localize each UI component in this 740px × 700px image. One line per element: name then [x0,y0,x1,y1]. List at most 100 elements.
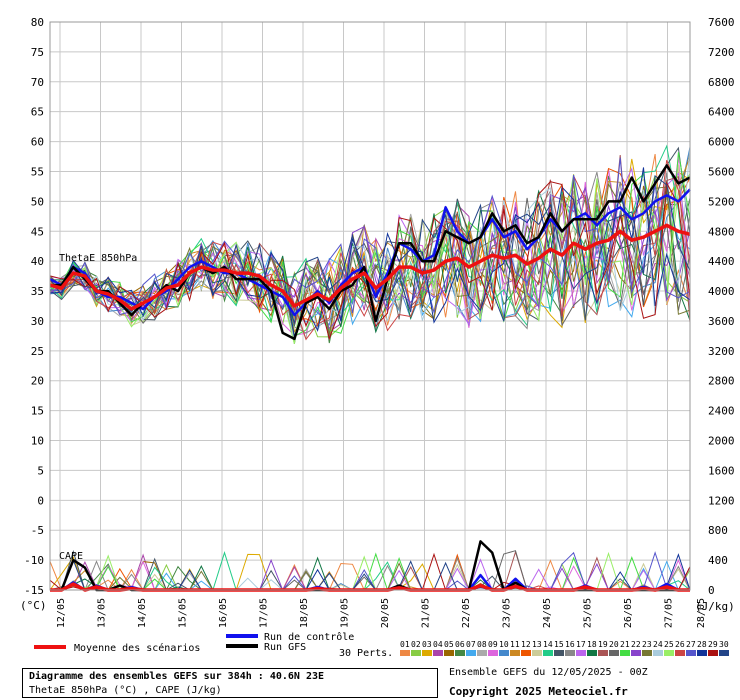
member-legend-swatch [499,650,509,656]
right-tick-label: 7600 [708,16,735,29]
left-tick-label: 70 [31,76,44,89]
date-tick-label: 15/05 [178,598,189,628]
left-tick-label: 65 [31,106,44,119]
member-legend-number: 23 [642,640,652,649]
right-tick-label: 4400 [708,255,735,268]
legend-mean-label: Moyenne des scénarios [74,642,200,654]
member-legend-swatch [521,650,531,656]
series-line-mean [49,223,691,311]
cape-annotation: CAPE [59,551,83,562]
right-tick-label: 2800 [708,375,735,388]
right-tick-label: 3200 [708,345,735,358]
member-legend-number: 16 [565,640,575,649]
member-legend-number: 28 [697,640,707,649]
left-tick-label: -10 [24,554,44,567]
left-tick-label: -15 [24,584,44,597]
member-legend-swatch [532,650,542,656]
date-tick-label: 24/05 [542,598,553,628]
member-legend-number: 17 [576,640,586,649]
right-tick-label: 800 [708,524,728,537]
member-legend-swatch [587,650,597,656]
member-legend-swatch [620,650,630,656]
member-legend-number: 06 [455,640,465,649]
member-legend-swatch [686,650,696,656]
date-tick-label: 12/05 [56,598,67,628]
right-tick-label: 6400 [708,106,735,119]
date-tick-label: 23/05 [502,598,513,628]
date-tick-label: 20/05 [380,598,391,628]
date-tick-label: 18/05 [299,598,310,628]
date-tick-label: 16/05 [218,598,229,628]
member-legend-number: 02 [411,640,421,649]
member-legend-swatch [719,650,729,656]
member-legend: 01 02 03 04 05 06 07 08 09 10 11 12 13 14 15 16 17 18 19 20… [400,640,729,656]
members-label: 30 Perts. [339,648,393,659]
member-legend-swatch [675,650,685,656]
member-legend-swatch [422,650,432,656]
member-legend-swatch [433,650,443,656]
right-tick-label: 1600 [708,464,735,477]
right-tick-label: 6000 [708,136,735,149]
member-legend-swatch [488,650,498,656]
member-legend-number: 24 [653,640,663,649]
member-legend-swatch [631,650,641,656]
member-legend-number: 09 [488,640,498,649]
info-title: Diagramme des ensembles GEFS sur 384h : … [29,671,325,682]
copyright: Copyright 2025 Meteociel.fr [449,685,628,698]
member-legend-number: 21 [620,640,630,649]
date-tick-label: 27/05 [664,598,675,628]
left-tick-label: 35 [31,285,44,298]
member-legend-swatch [697,650,707,656]
right-tick-label: 3600 [708,315,735,328]
date-tick-label: 17/05 [259,598,270,628]
member-legend-number: 30 [719,640,729,649]
member-legend-swatch [576,650,586,656]
info-box: Diagramme des ensembles GEFS sur 384h : … [22,668,438,698]
member-legend-number: 04 [433,640,443,649]
left-tick-label: 40 [31,255,44,268]
left-tick-label: 20 [31,375,44,388]
left-tick-label: 75 [31,46,44,59]
member-legend-swatch [565,650,575,656]
member-legend-number: 07 [466,640,476,649]
right-tick-label: 4800 [708,225,735,238]
member-legend-number: 08 [477,640,487,649]
member-legend-number: 18 [587,640,597,649]
member-line-21 [49,152,691,337]
member-legend-number: 12 [521,640,531,649]
member-legend-number: 29 [708,640,718,649]
date-tick-label: 22/05 [461,598,472,628]
chart-grid [50,21,690,591]
right-tick-label: 0 [708,584,715,597]
date-tick-label: 26/05 [623,598,634,628]
right-tick-label: 7200 [708,46,735,59]
member-legend-swatch [653,650,663,656]
plot-frame [49,21,691,591]
left-tick-label: 10 [31,435,44,448]
member-legend-swatch [444,650,454,656]
member-legend-number: 05 [444,640,454,649]
member-legend-number: 19 [598,640,608,649]
member-legend-swatch [664,650,674,656]
member-legend-swatch [510,650,520,656]
member-legend-number: 27 [686,640,696,649]
date-tick-label: 19/05 [340,598,351,628]
member-legend-number: 22 [631,640,641,649]
legend-control-label: Run de contrôle [264,631,354,643]
member-legend-number: 26 [675,640,685,649]
member-legend-swatch [642,650,652,656]
member-legend-swatch [455,650,465,656]
legend: Moyenne des scénarios Run de contrôle Ru… [34,631,729,659]
left-tick-label: 60 [31,136,44,149]
member-line-29 [49,181,691,341]
thetae-annotation: ThetaE 850hPa [59,253,137,264]
left-tick-label: 30 [31,315,44,328]
date-tick-label: 21/05 [421,598,432,628]
right-tick-label: 2400 [708,405,735,418]
member-legend-number: 15 [554,640,564,649]
member-legend-swatch [411,650,421,656]
left-tick-label: 45 [31,225,44,238]
left-tick-label: 5 [37,464,44,477]
